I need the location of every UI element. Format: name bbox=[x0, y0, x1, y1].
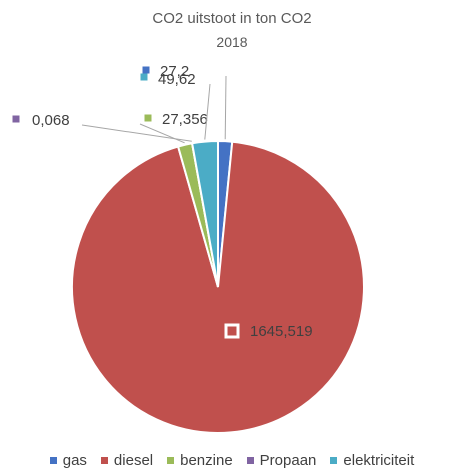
data-label-diesel: 1645,519 bbox=[250, 323, 313, 340]
data-label-propaan: 0,068 bbox=[32, 112, 70, 129]
legend-item-benzine: benzine bbox=[167, 452, 233, 469]
legend-label-benzine: benzine bbox=[180, 452, 233, 469]
data-label-marker-gas bbox=[142, 66, 150, 74]
legend-label-propaan: Propaan bbox=[259, 452, 317, 469]
legend-item-gas: gas bbox=[49, 452, 87, 469]
leader-line-gas bbox=[224, 75, 227, 140]
legend-label-gas: gas bbox=[62, 452, 87, 469]
data-label-marker-diesel bbox=[224, 323, 240, 339]
leader-line-elektriciteit bbox=[204, 83, 211, 140]
legend-item-diesel: diesel bbox=[100, 452, 154, 469]
data-label-gas: 27,2 bbox=[160, 63, 189, 80]
legend-swatch-elektriciteit bbox=[330, 457, 338, 464]
data-label-marker-benzine bbox=[144, 114, 152, 122]
legend-swatch-propaan bbox=[246, 457, 254, 464]
pie-slice-elektriciteit bbox=[190, 139, 219, 288]
leader-line-propaan bbox=[81, 124, 192, 142]
chart-legend: gas diesel benzine Propaan elektriciteit bbox=[0, 452, 464, 469]
legend-label-diesel: diesel bbox=[113, 452, 154, 469]
chart-subtitle: 2018 bbox=[216, 34, 248, 50]
legend-label-elektriciteit: elektriciteit bbox=[343, 452, 415, 469]
legend-item-propaan: Propaan bbox=[246, 452, 317, 469]
data-label-marker-propaan bbox=[12, 115, 20, 123]
chart-title: CO2 uitstoot in ton CO2 bbox=[152, 10, 312, 27]
legend-swatch-diesel bbox=[100, 457, 108, 464]
pie-slice-diesel bbox=[70, 140, 365, 434]
legend-swatch-benzine bbox=[167, 457, 175, 464]
legend-swatch-gas bbox=[49, 457, 57, 464]
data-label-elektriciteit: 49,62 bbox=[158, 71, 196, 88]
data-label-marker-elektriciteit bbox=[140, 73, 148, 81]
leader-line-benzine bbox=[139, 123, 185, 144]
legend-item-elektriciteit: elektriciteit bbox=[330, 452, 414, 469]
data-label-benzine: 27,356 bbox=[162, 111, 208, 128]
pie-plot-area: 27,2 1645,519 27,356 0,068 49,62 bbox=[12, 63, 365, 434]
